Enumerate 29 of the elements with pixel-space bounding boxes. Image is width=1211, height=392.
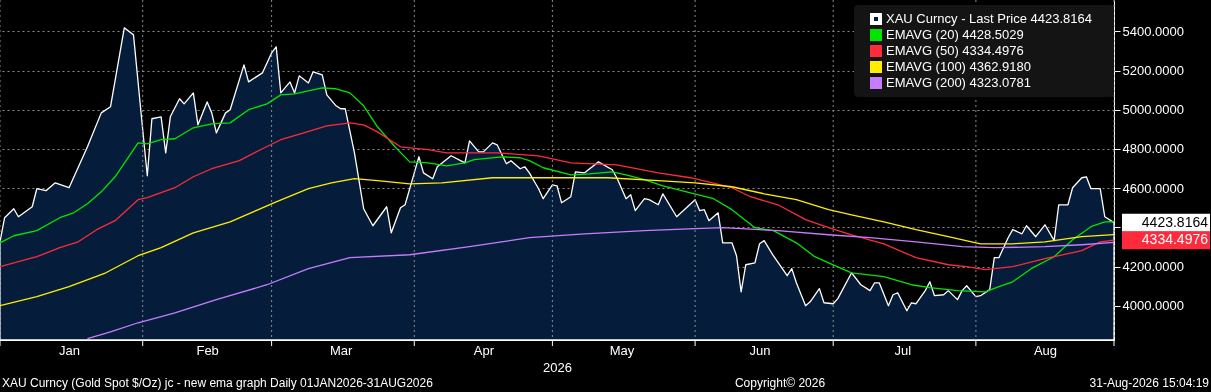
annotation: 4334.4976 (1141, 231, 1209, 248)
x-tick-label: Aug (1033, 342, 1058, 358)
x-tick-label: Jul (894, 342, 912, 358)
legend-label: EMAVG (200) 4323.0781 (886, 75, 1032, 90)
legend-label: EMAVG (100) 4362.9180 (886, 59, 1032, 74)
text: Copyright© 2026 (734, 376, 826, 390)
y-tick-label: 5400.0000 (1122, 23, 1184, 39)
text: XAU Curncy (Gold Spot $/Oz) jc - new ema graph Daily 01JAN2026-31AUG2026 (2, 376, 434, 390)
y-tick-label: 4200.0000 (1122, 259, 1184, 275)
x-axis-title: 2026 (543, 359, 572, 375)
legend-label: EMAVG (50) 4334.4976 (886, 43, 1024, 58)
line-series (0, 177, 1114, 307)
y-tick-label: 4800.0000 (1122, 141, 1184, 157)
y-tick-label: 5200.0000 (1122, 63, 1184, 79)
legend-label: XAU Curncy - Last Price 4423.8164 (886, 11, 1092, 26)
y-tick-label: 5000.0000 (1122, 102, 1184, 118)
x-tick-label: May (609, 342, 635, 358)
line-series (0, 122, 1114, 271)
x-tick-label: Jun (749, 342, 771, 358)
annotation: 4423.8164 (1141, 213, 1209, 230)
y-tick-label: 4600.0000 (1122, 180, 1184, 196)
x-tick-label: Apr (473, 342, 495, 358)
x-tick-label: Mar (329, 342, 354, 358)
line-series (86, 227, 1114, 340)
x-tick-label: Feb (196, 342, 219, 358)
legend-label: EMAVG (20) 4428.5029 (886, 27, 1024, 42)
text: 31-Aug-2026 15:04:19 (1089, 376, 1210, 390)
y-tick-label: 4000.0000 (1122, 298, 1184, 314)
x-tick-label: Jan (59, 342, 81, 358)
